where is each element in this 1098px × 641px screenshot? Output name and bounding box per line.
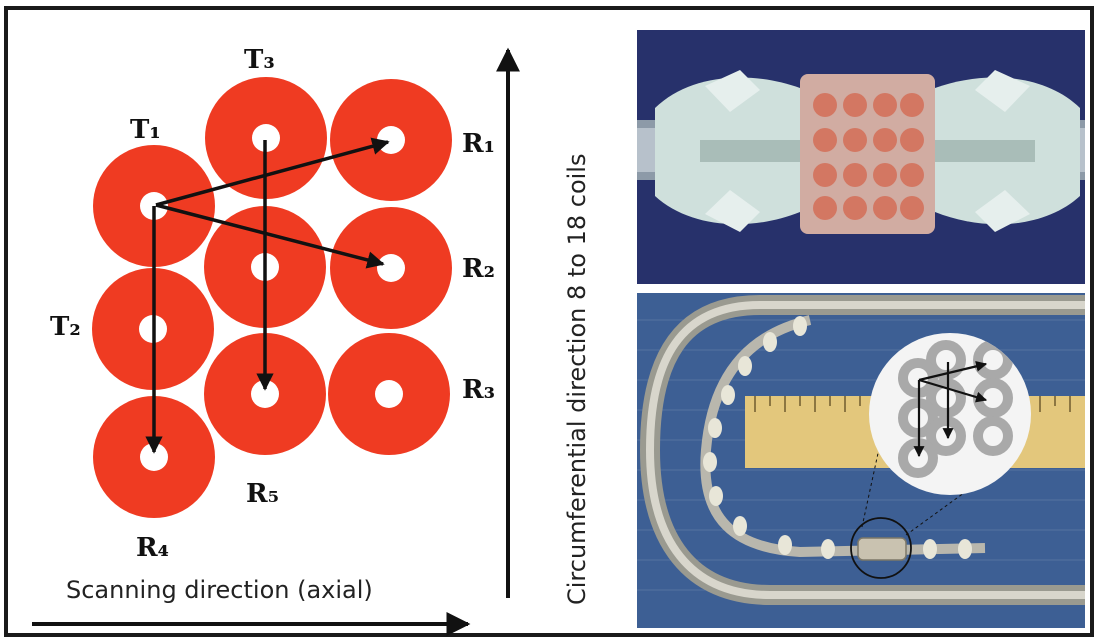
probe-cable-photo — [637, 293, 1085, 628]
arrow-t1-to-r2 — [155, 203, 385, 269]
probe-head — [857, 537, 907, 561]
coil-r3 — [328, 333, 450, 455]
circumferential-axis-label: Circumferential direction 8 to 18 coils — [563, 154, 591, 605]
label-t3: T₃ — [244, 45, 275, 75]
label-r4: R₄ — [136, 533, 169, 563]
probe-highlight-circle — [850, 517, 912, 579]
signal-arrows — [145, 137, 390, 454]
probe-coils — [813, 93, 924, 220]
label-t1: T₁ — [130, 115, 161, 145]
probe-photo — [637, 30, 1085, 284]
label-r3: R₃ — [462, 375, 495, 405]
coil-r1 — [330, 79, 452, 201]
coil-array-diagram: T₃ T₁ R₁ R₂ T₂ R₃ R₅ R₄ Circumferential … — [32, 45, 591, 636]
scanning-axis-label: Scanning direction (axial) — [66, 576, 373, 604]
label-r2: R₂ — [462, 254, 495, 284]
cable-beads — [703, 316, 972, 559]
arrow-t1-to-r1 — [155, 137, 390, 207]
probe-cable — [700, 315, 986, 558]
coil-r2 — [330, 207, 452, 329]
label-t2: T₂ — [50, 312, 81, 342]
figure-frame — [4, 6, 1094, 637]
label-r1: R₁ — [462, 129, 495, 159]
label-r5: R₅ — [246, 479, 279, 509]
zoom-inset — [869, 333, 1031, 495]
